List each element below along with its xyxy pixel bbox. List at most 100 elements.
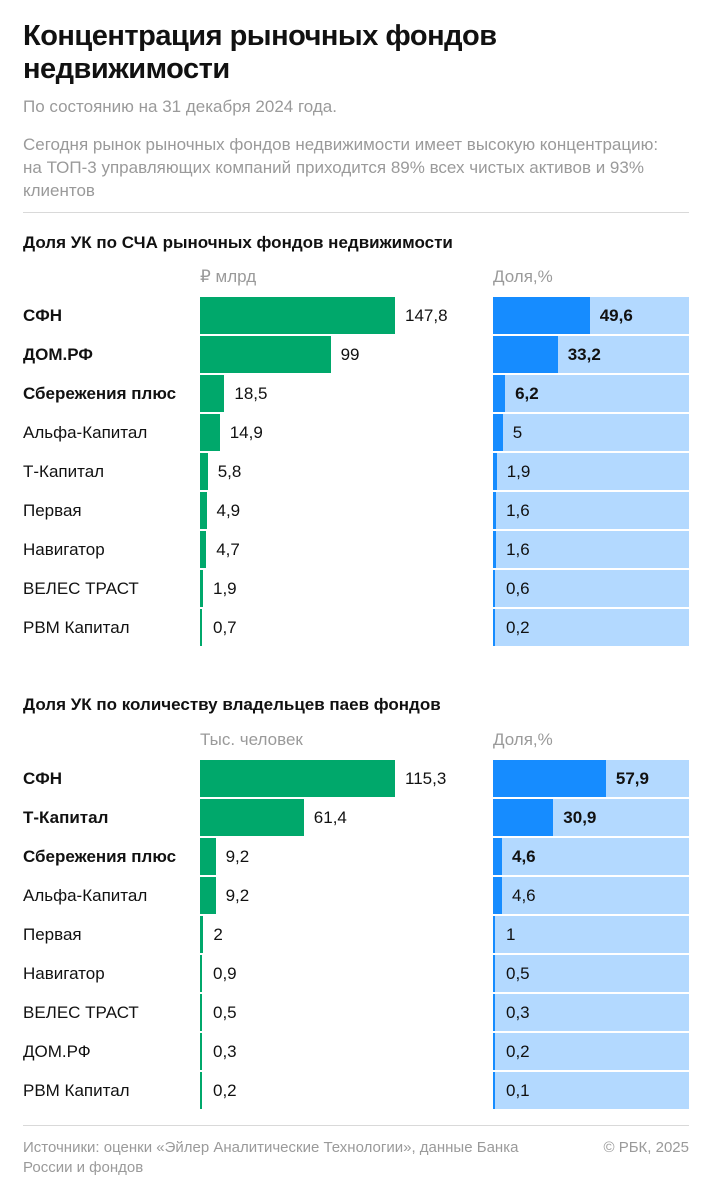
abs-value-label: 9,2	[225, 847, 250, 866]
pct-track	[493, 1033, 689, 1070]
chart-row: Т-Капитал 61,4 30,9	[0, 799, 712, 836]
copyright: © РБК, 2025	[603, 1139, 689, 1156]
pct-track	[493, 531, 689, 568]
chart-row: РВМ Капитал 0,2 0,1	[0, 1072, 712, 1109]
pct-value-label: 4,6	[512, 847, 536, 866]
pct-value-label: 57,9	[615, 769, 649, 788]
pct-value-label: 5	[512, 423, 523, 442]
abs-bar	[200, 414, 220, 451]
category-label: СФН	[23, 769, 63, 788]
page-subtitle: По состоянию на 31 декабря 2024 года.	[23, 97, 337, 116]
abs-value-label: 0,9	[213, 964, 237, 983]
category-label: Т-Капитал	[23, 808, 109, 827]
pct-value-label: 49,6	[599, 306, 633, 325]
chart-row: Навигатор 0,9 0,5	[0, 955, 712, 992]
chart-2-title: Доля УК по количеству владельцев паев фо…	[23, 695, 441, 714]
abs-bar	[200, 609, 202, 646]
abs-value-label: 115,3	[405, 769, 447, 788]
pct-bar	[493, 1072, 495, 1109]
pct-bar	[493, 955, 495, 992]
pct-value-label: 0,2	[506, 1042, 530, 1061]
chart-1-abs-header: ₽ млрд	[200, 267, 257, 286]
abs-value-label: 4,7	[216, 540, 240, 559]
abs-value-label: 0,5	[213, 1003, 237, 1022]
pct-track	[493, 955, 689, 992]
pct-bar	[493, 414, 503, 451]
abs-bar	[200, 375, 225, 412]
page-description: Сегодня рынок рыночных фондов недвижимос…	[23, 135, 659, 200]
chart-2: СФН 115,3 57,9 Т-Капитал 61,4 30,9 Сбережения …	[0, 760, 712, 1110]
pct-value-label: 0,2	[506, 618, 530, 637]
chart-row: Альфа-Капитал 9,2 4,6	[0, 877, 712, 914]
pct-bar	[493, 570, 495, 607]
pct-track	[493, 838, 689, 875]
pct-bar	[493, 336, 558, 373]
abs-value-label: 18,5	[234, 384, 268, 403]
source-note: Источники: оценки «Эйлер Аналитические Т…	[23, 1139, 519, 1176]
abs-bar	[200, 336, 331, 373]
chart-row: СФН 147,8 49,6	[0, 297, 712, 334]
abs-value-label: 5,8	[217, 462, 242, 481]
chart-row: ДОМ.РФ 99 33,2	[0, 336, 712, 373]
category-label: Первая	[23, 925, 82, 944]
pct-track	[493, 994, 689, 1031]
pct-bar	[493, 916, 495, 953]
chart-row: ВЕЛЕС ТРАСТ 0,5 0,3	[0, 994, 712, 1031]
page-title: Концентрация рыночных фондов недвижимост…	[23, 20, 497, 85]
abs-bar	[200, 955, 202, 992]
pct-track	[493, 570, 689, 607]
chart-2-pct-header: Доля,%	[493, 730, 553, 749]
pct-bar	[493, 375, 506, 412]
abs-bar	[200, 453, 208, 490]
chart-row: СФН 115,3 57,9	[0, 760, 712, 797]
abs-bar	[200, 297, 395, 334]
category-label: Навигатор	[23, 540, 105, 559]
category-label: Альфа-Капитал	[23, 423, 148, 442]
chart-row: Первая 4,9 1,6	[0, 492, 712, 529]
abs-bar	[200, 492, 207, 529]
abs-value-label: 1,9	[213, 579, 237, 598]
abs-value-label: 2	[213, 925, 223, 944]
abs-value-label: 9,2	[225, 886, 250, 905]
category-label: Т-Капитал	[23, 462, 105, 481]
pct-track	[493, 453, 689, 490]
pct-bar	[493, 877, 502, 914]
pct-bar	[493, 760, 606, 797]
abs-bar	[200, 570, 203, 607]
pct-value-label: 0,1	[506, 1081, 530, 1100]
category-label: ДОМ.РФ	[23, 1042, 91, 1061]
abs-bar	[200, 994, 202, 1031]
chart-2-abs-header: Тыс. человек	[200, 730, 303, 749]
pct-bar	[493, 609, 495, 646]
pct-value-label: 1	[506, 925, 516, 944]
chart-row: Т-Капитал 5,8 1,9	[0, 453, 712, 490]
pct-value-label: 1,9	[506, 462, 531, 481]
pct-value-label: 1,6	[506, 540, 530, 559]
pct-bar	[493, 492, 497, 529]
pct-bar	[493, 838, 502, 875]
pct-track	[493, 609, 689, 646]
category-label: РВМ Капитал	[23, 1081, 130, 1100]
pct-track	[493, 492, 689, 529]
category-label: Первая	[23, 501, 82, 520]
abs-value-label: 147,8	[405, 306, 448, 325]
category-label: РВМ Капитал	[23, 618, 130, 637]
pct-bar	[493, 1033, 495, 1070]
category-label: Альфа-Капитал	[23, 886, 148, 905]
abs-bar	[200, 799, 304, 836]
chart-row: Первая 2 1	[0, 916, 712, 953]
chart-row: ДОМ.РФ 0,3 0,2	[0, 1033, 712, 1070]
abs-bar	[200, 531, 207, 568]
pct-bar	[493, 297, 590, 334]
chart-row: Сбережения плюс 18,5 6,2	[0, 375, 712, 412]
abs-bar	[200, 838, 216, 875]
pct-value-label: 0,5	[506, 964, 530, 983]
footer-divider	[23, 1125, 689, 1126]
chart-row: ВЕЛЕС ТРАСТ 1,9 0,6	[0, 570, 712, 607]
header-divider	[23, 212, 689, 213]
abs-bar	[200, 760, 395, 797]
pct-bar	[493, 994, 495, 1031]
category-label: Сбережения плюс	[23, 384, 177, 403]
pct-value-label: 0,3	[506, 1003, 530, 1022]
chart-1: СФН 147,8 49,6 ДОМ.РФ 99 33,2 Сбережения плюс 1…	[0, 297, 712, 647]
